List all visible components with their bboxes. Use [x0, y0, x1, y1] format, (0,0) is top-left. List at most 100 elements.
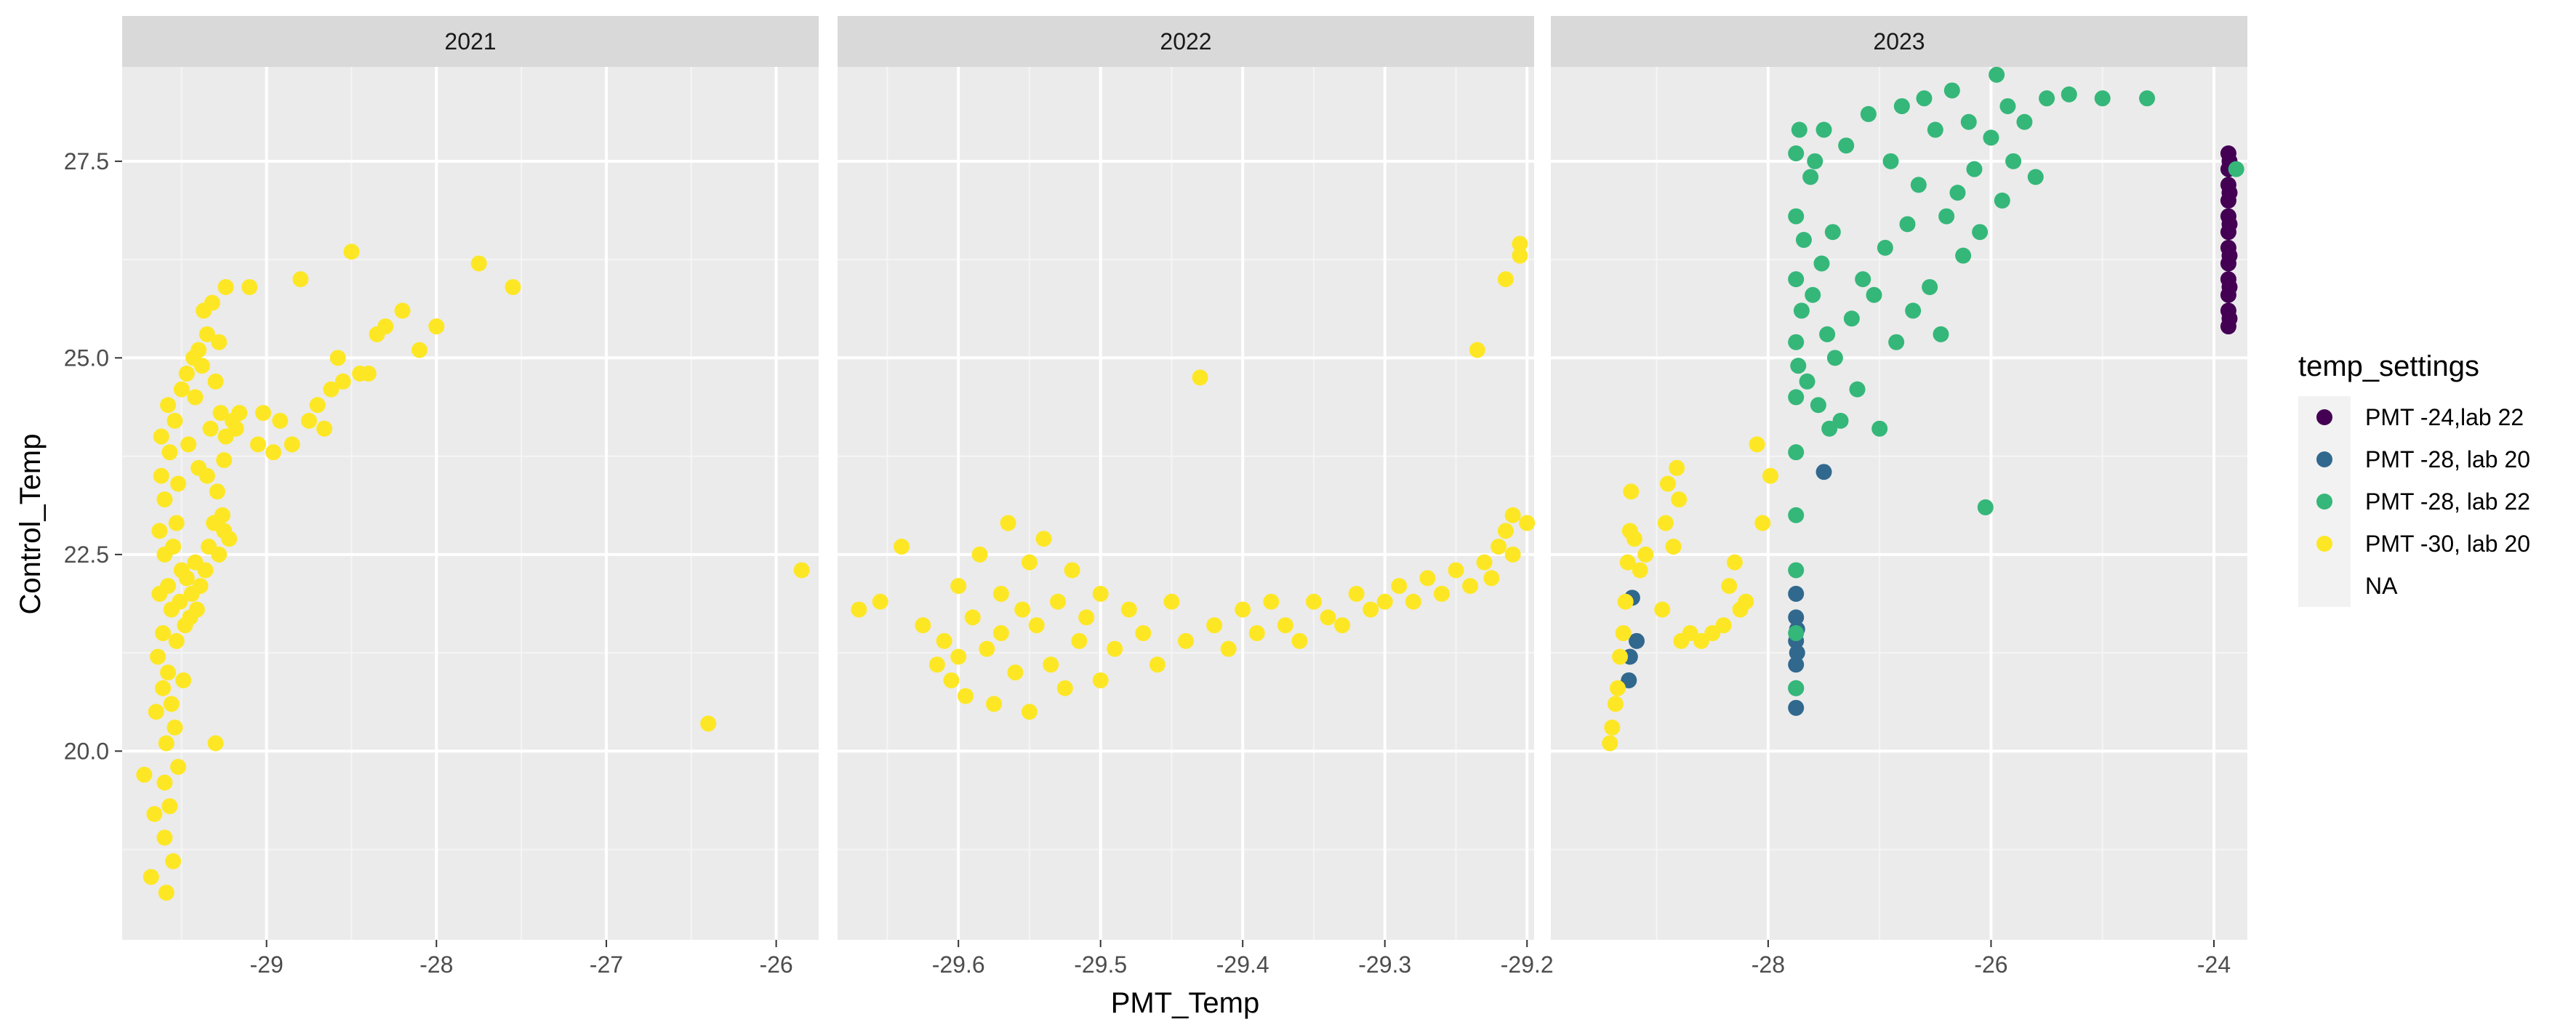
y-axis-title: Control_Temp — [15, 433, 47, 614]
series-pmt-30-lab-20 — [851, 236, 1536, 720]
data-point — [928, 656, 945, 673]
data-point — [950, 578, 967, 595]
data-point — [178, 570, 195, 587]
data-point — [470, 255, 487, 272]
data-point — [1448, 562, 1464, 579]
data-point — [1497, 523, 1514, 539]
data-point — [872, 593, 888, 610]
x-tick-label: -26 — [759, 951, 793, 978]
data-point — [1602, 735, 1618, 752]
data-point — [249, 436, 266, 453]
data-point — [1637, 546, 1654, 563]
panel-background — [122, 67, 819, 940]
data-point — [1819, 326, 1836, 342]
data-point — [1888, 334, 1905, 350]
data-point — [175, 672, 192, 688]
data-point — [950, 648, 967, 665]
data-point — [1609, 680, 1626, 696]
data-point — [1813, 255, 1830, 272]
data-point — [2016, 113, 2033, 130]
y-tick-label: 22.5 — [64, 542, 109, 568]
data-point — [254, 405, 271, 422]
data-point — [505, 278, 521, 295]
data-point — [1071, 632, 1088, 649]
data-point — [173, 381, 190, 398]
x-tick-label: -28 — [420, 951, 453, 978]
data-point — [360, 365, 377, 382]
data-point — [992, 625, 1009, 642]
data-point — [1999, 98, 2016, 115]
data-point — [1629, 632, 1645, 649]
data-point — [1788, 562, 1805, 579]
data-point — [1665, 539, 1682, 555]
data-point — [1966, 161, 1983, 177]
data-point — [160, 664, 177, 681]
data-point — [1504, 507, 1521, 523]
data-point — [1960, 113, 1977, 130]
data-point — [166, 719, 183, 736]
data-point — [2221, 310, 2238, 327]
data-point — [2221, 185, 2238, 201]
data-point — [1821, 420, 1838, 437]
data-point — [1050, 593, 1067, 610]
data-point — [158, 885, 174, 901]
data-point — [192, 578, 209, 595]
data-point — [957, 688, 974, 704]
data-point — [1807, 153, 1823, 169]
data-point — [1607, 696, 1624, 712]
data-point — [1826, 350, 1843, 366]
data-point — [1363, 601, 1379, 618]
data-point — [1815, 464, 1832, 480]
data-point — [1617, 593, 1634, 610]
data-point — [986, 696, 1003, 712]
data-point — [1291, 632, 1308, 649]
facet-strip — [122, 16, 819, 67]
data-point — [153, 428, 169, 445]
data-point — [2005, 153, 2022, 169]
data-point — [1419, 570, 1436, 587]
data-point — [1305, 593, 1322, 610]
data-point — [1028, 617, 1045, 634]
data-point — [1949, 185, 1966, 201]
x-tick-label: -29 — [249, 951, 283, 978]
facet-strip-label: 2021 — [444, 28, 496, 55]
data-point — [1490, 539, 1507, 555]
data-point — [284, 436, 300, 453]
data-point — [316, 420, 333, 437]
data-point — [1788, 680, 1805, 696]
data-point — [156, 491, 173, 508]
data-point — [155, 625, 172, 642]
data-point — [964, 609, 981, 626]
data-point — [160, 397, 177, 414]
data-point — [160, 578, 177, 595]
data-point — [1882, 153, 1899, 169]
data-point — [161, 444, 178, 461]
data-point — [1893, 98, 1910, 115]
x-tick-label: -29.6 — [932, 951, 985, 978]
data-point — [1483, 570, 1500, 587]
data-point — [187, 389, 204, 406]
legend: temp_settings PMT -24,lab 22 PMT -28, lab… — [2298, 350, 2530, 607]
data-point — [943, 672, 960, 688]
data-point — [1788, 145, 1805, 162]
data-point — [272, 412, 289, 429]
data-point — [1348, 585, 1365, 602]
x-tick-label: -24 — [2197, 951, 2231, 978]
data-point — [168, 515, 185, 531]
data-point — [1793, 302, 1810, 319]
data-point — [1178, 632, 1194, 649]
legend-key-point — [2316, 409, 2332, 425]
data-point — [1632, 562, 1648, 579]
data-point — [2027, 169, 2044, 185]
data-point — [1905, 302, 1922, 319]
data-point — [1476, 554, 1493, 571]
data-point — [1621, 672, 1637, 688]
data-point — [1014, 601, 1031, 618]
data-point — [1832, 412, 1849, 429]
data-point — [1721, 578, 1738, 595]
data-point — [1795, 232, 1812, 249]
data-point — [1469, 342, 1485, 358]
data-point — [212, 405, 229, 422]
data-point — [2221, 216, 2238, 233]
data-point — [165, 853, 182, 869]
